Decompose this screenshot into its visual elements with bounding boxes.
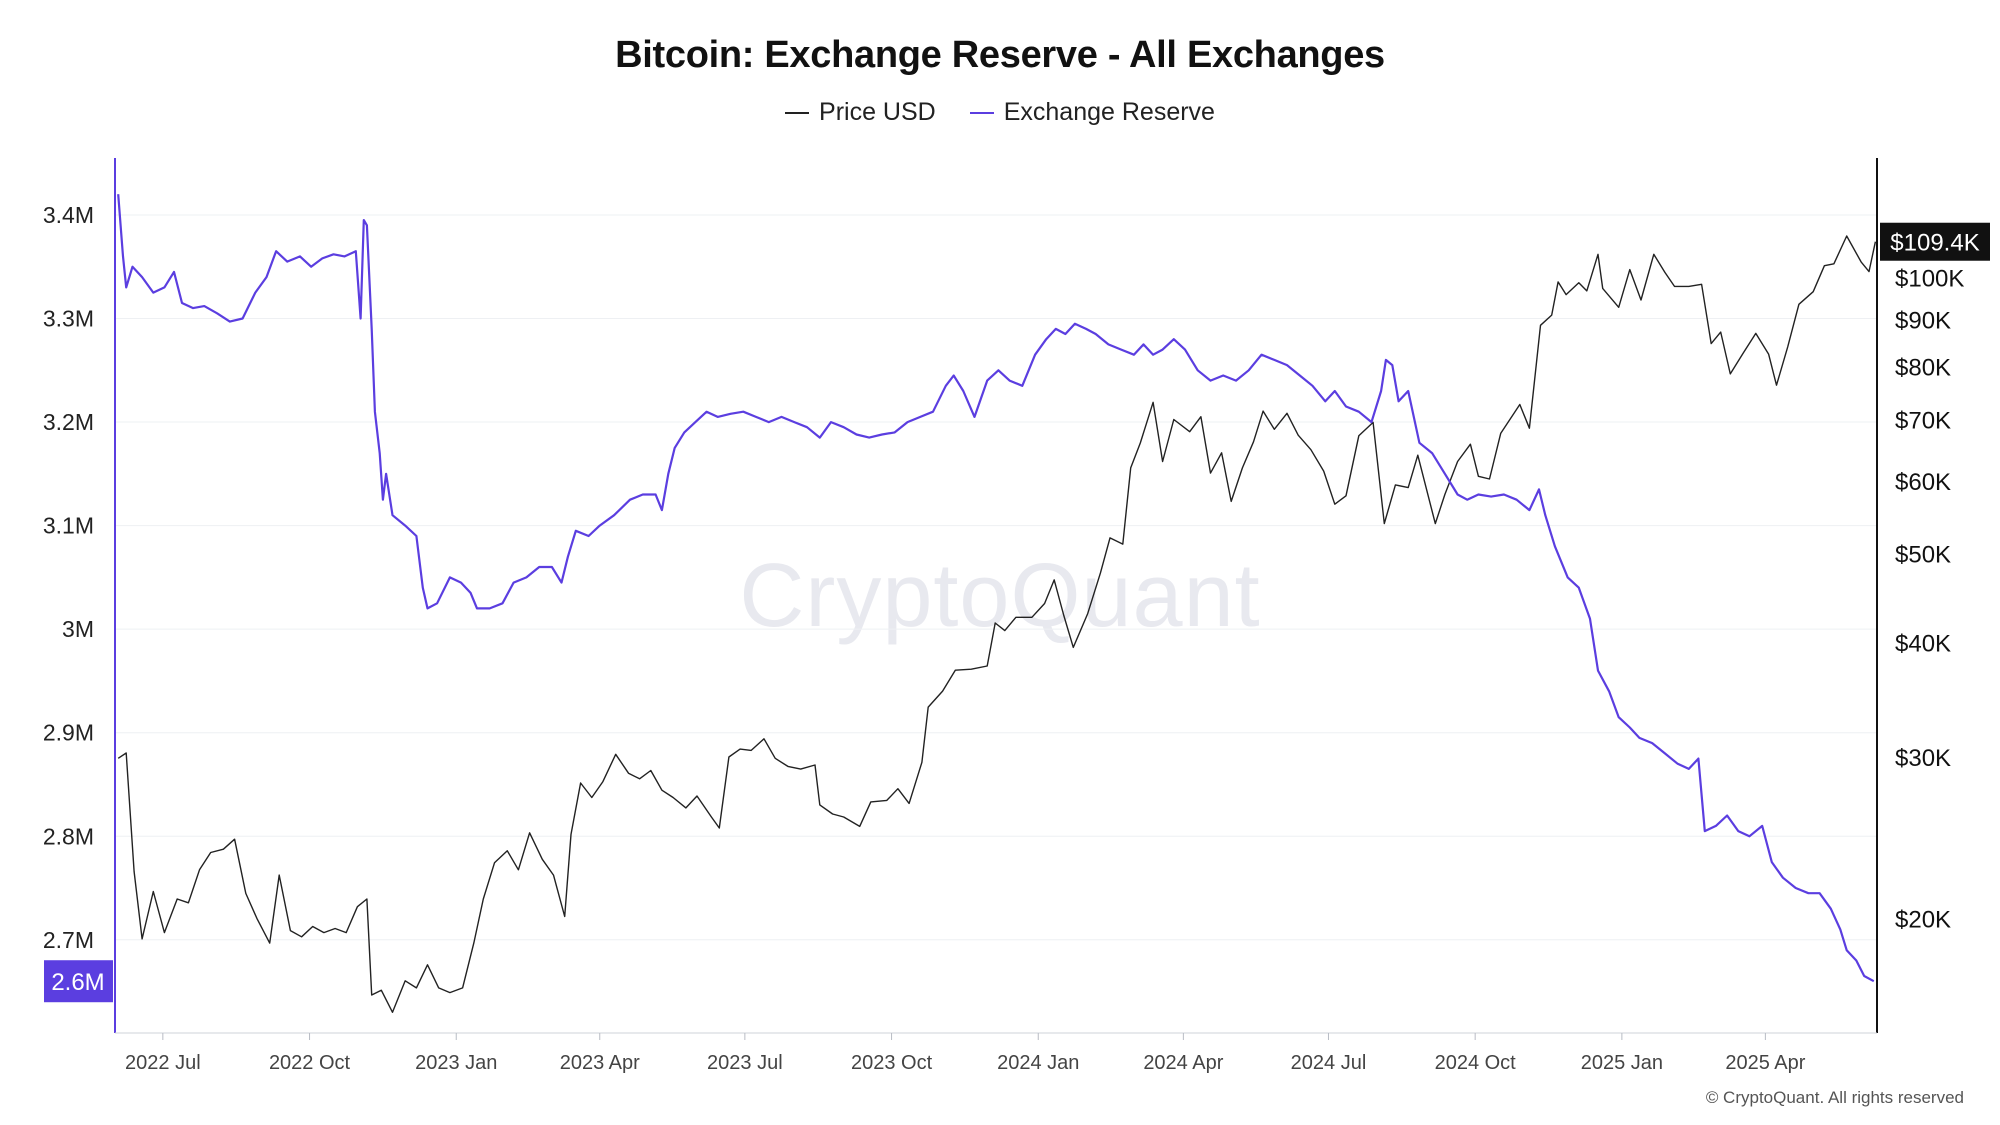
x-tick-label: 2025 Apr [1725, 1052, 1805, 1074]
x-tick-label: 2024 Jul [1291, 1052, 1367, 1074]
right-tick-label: $80K [1895, 354, 1951, 381]
legend-swatch-price [785, 111, 810, 114]
left-tick-label: 3M [62, 616, 94, 642]
chart-legend: Price USD Exchange Reserve [0, 98, 2000, 127]
copyright-notice: © CryptoQuant. All rights reserved [1705, 1088, 1964, 1107]
right-tick-label: $30K [1895, 745, 1951, 772]
left-tick-label: 3.4M [43, 202, 94, 228]
legend-label-reserve: Exchange Reserve [1003, 98, 1215, 126]
x-tick-label: 2024 Jan [997, 1052, 1079, 1074]
left-tick-label: 2.9M [43, 720, 94, 746]
legend-label-price: Price USD [819, 98, 936, 126]
x-tick-label: 2024 Oct [1435, 1052, 1517, 1074]
right-tick-label: $20K [1895, 906, 1951, 933]
right-tick-label: $40K [1895, 630, 1951, 657]
reserve-current-badge [44, 960, 113, 1003]
left-tick-label: 3.1M [43, 513, 94, 539]
left-tick-label: 2.7M [43, 927, 94, 953]
legend-item-reserve[interactable]: Exchange Reserve [969, 98, 1215, 127]
right-tick-label: $50K [1895, 542, 1951, 569]
left-tick-label: 3.3M [43, 306, 94, 332]
price-current-badge [1880, 222, 1990, 261]
right-tick-label: $90K [1895, 307, 1951, 334]
chart-title: Bitcoin: Exchange Reserve - All Exchange… [615, 34, 1385, 76]
right-tick-label: $70K [1895, 408, 1951, 435]
right-tick-label: $60K [1895, 469, 1951, 496]
left-tick-label: 3.2M [43, 409, 94, 435]
series-line-reserve [117, 194, 1875, 983]
x-tick-label: 2023 Oct [851, 1052, 933, 1074]
x-tick-label: 2023 Jan [415, 1052, 497, 1074]
x-tick-label: 2023 Apr [560, 1052, 640, 1074]
series-line-price [117, 235, 1877, 1013]
right-tick-label: $100K [1895, 266, 1964, 293]
legend-item-price[interactable]: Price USD [785, 98, 936, 127]
x-tick-label: 2022 Oct [269, 1052, 351, 1074]
legend-swatch-reserve [969, 111, 994, 114]
reserve-current-label: 2.6M [51, 969, 104, 996]
x-tick-label: 2024 Apr [1143, 1052, 1223, 1074]
x-tick-label: 2025 Jan [1581, 1052, 1663, 1074]
left-tick-label: 2.8M [43, 823, 94, 849]
x-tick-label: 2022 Jul [125, 1052, 201, 1074]
price-current-label: $109.4K [1890, 230, 1979, 257]
x-tick-label: 2023 Jul [707, 1052, 783, 1074]
